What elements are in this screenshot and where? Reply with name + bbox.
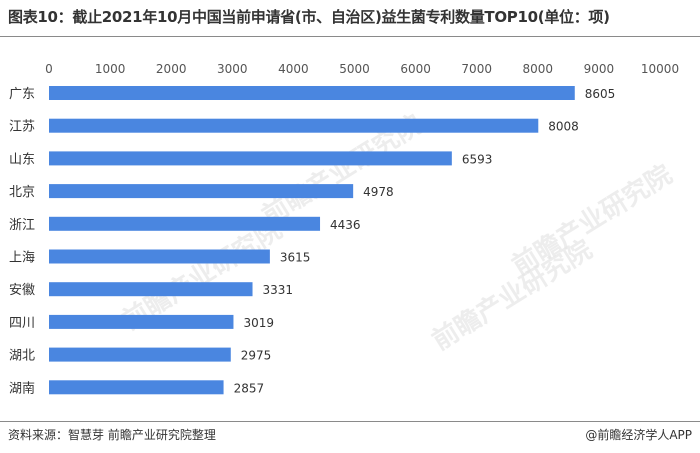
bar xyxy=(49,216,321,231)
bar xyxy=(49,282,253,297)
y-category-label: 湖南 xyxy=(9,380,35,396)
x-tick-label: 9000 xyxy=(584,62,615,76)
data-label: 8605 xyxy=(585,87,616,101)
x-tick-label: 7000 xyxy=(461,62,492,76)
data-label: 4978 xyxy=(363,185,394,199)
source-note: 资料来源：智慧芽 前瞻产业研究院整理 xyxy=(8,428,216,442)
y-category-label: 北京 xyxy=(9,185,35,200)
y-category-label: 广东 xyxy=(9,87,35,102)
bar xyxy=(49,314,234,329)
bar xyxy=(49,249,270,264)
data-label: 3331 xyxy=(263,283,294,297)
bar xyxy=(49,86,575,100)
footer-divider xyxy=(0,421,700,422)
title-divider xyxy=(0,36,700,37)
bar xyxy=(49,347,231,362)
data-label: 8008 xyxy=(548,120,579,134)
x-tick-label: 8000 xyxy=(523,62,554,76)
data-label: 6593 xyxy=(462,152,493,166)
x-tick-label: 3000 xyxy=(217,62,248,76)
y-category-label: 安徽 xyxy=(9,283,35,298)
x-tick-label: 0 xyxy=(45,62,53,76)
data-label: 3615 xyxy=(280,251,311,265)
bar xyxy=(49,118,539,133)
brand-credit: @前瞻经济学人APP xyxy=(585,428,692,442)
bar-chart: 0 1000 2000 3000 4000 5000 6000 7000 8000 9000 100… xyxy=(9,62,679,396)
y-category-label: 四川 xyxy=(9,316,35,331)
x-tick-label: 2000 xyxy=(156,62,187,76)
x-tick-label: 4000 xyxy=(278,62,309,76)
bar xyxy=(49,151,452,166)
x-tick-label: 10000 xyxy=(641,62,679,76)
bar xyxy=(49,184,354,199)
data-label: 3019 xyxy=(243,316,274,330)
chart-title: 图表10：截止2021年10月中国当前申请省(市、自治区)益生菌专利数量TOP1… xyxy=(8,8,610,26)
y-category-label: 浙江 xyxy=(9,218,35,233)
x-tick-label: 6000 xyxy=(400,62,431,76)
x-tick-label: 5000 xyxy=(339,62,370,76)
y-category-label: 湖北 xyxy=(9,349,35,364)
x-tick-label: 1000 xyxy=(95,62,126,76)
data-label: 4436 xyxy=(330,218,361,232)
data-label: 2857 xyxy=(234,381,265,395)
y-category-label: 上海 xyxy=(9,251,35,266)
y-category-label: 山东 xyxy=(9,152,35,167)
bar xyxy=(49,380,224,395)
data-label: 2975 xyxy=(241,349,272,363)
y-category-label: 江苏 xyxy=(9,119,35,135)
